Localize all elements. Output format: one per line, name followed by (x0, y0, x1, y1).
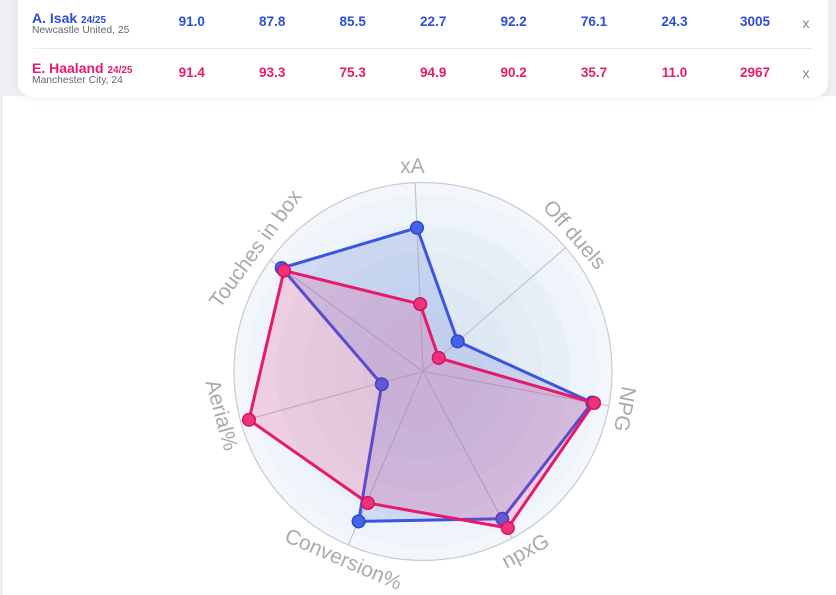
svg-text:NPG: NPG (609, 385, 640, 434)
svg-text:xA: xA (400, 155, 425, 178)
